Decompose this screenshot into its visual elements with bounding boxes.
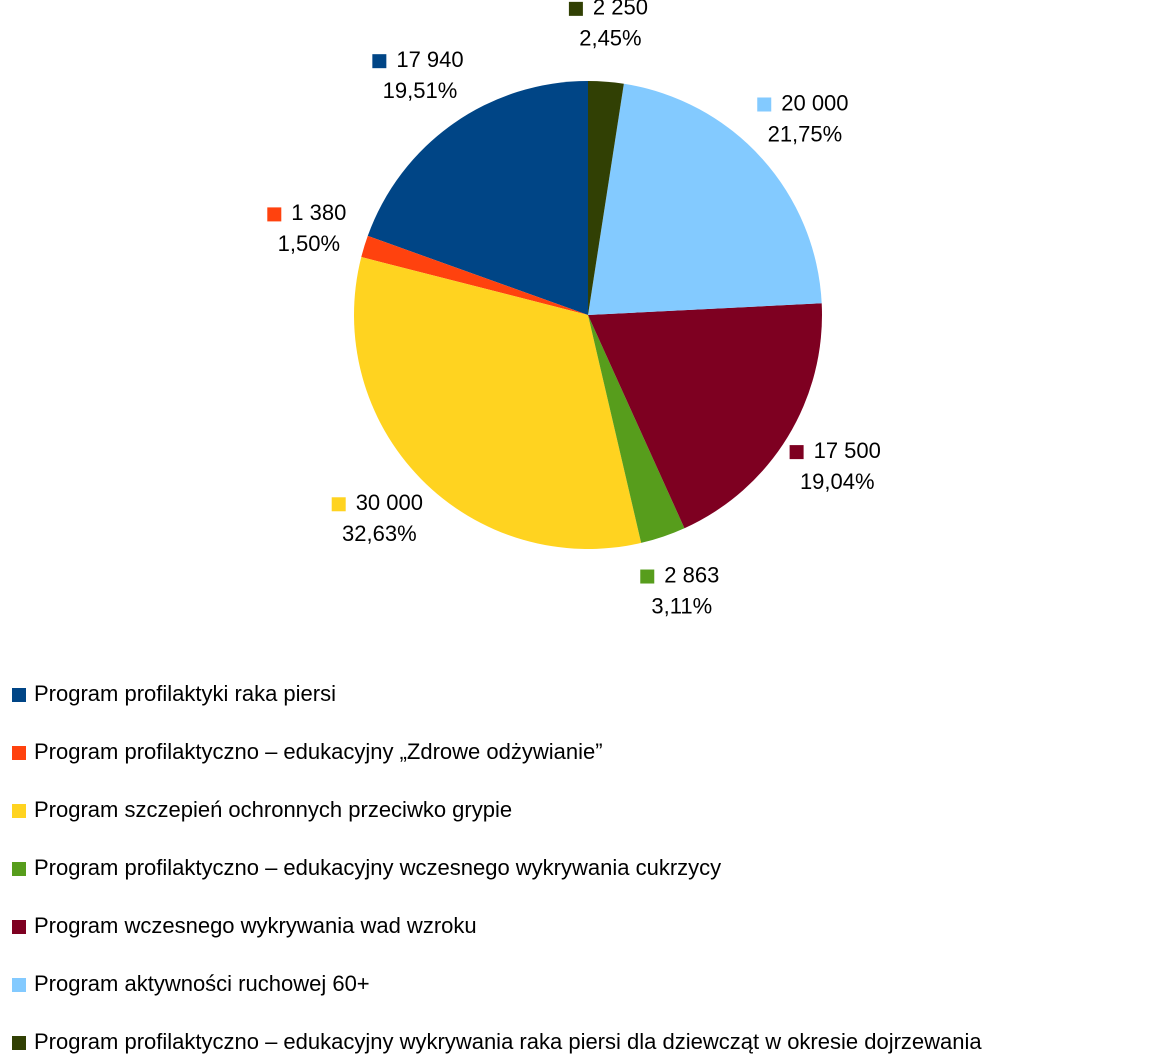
legend-label: Program szczepień ochronnych przeciwko g… [34, 797, 512, 822]
percent-label: 2,45% [579, 26, 641, 51]
pie-slice [361, 235, 588, 315]
label-marker [757, 97, 772, 112]
value-label: 17 500 [814, 438, 881, 463]
value-label: 17 940 [396, 47, 463, 72]
legend-marker [12, 746, 26, 760]
legend-label: Program profilaktyki raka piersi [34, 681, 336, 706]
label-marker [640, 569, 655, 584]
legend-label: Program profilaktyczno – edukacyjny wcze… [34, 855, 721, 880]
label-marker [267, 207, 282, 222]
value-label: 2 250 [593, 0, 648, 20]
percent-label: 21,75% [768, 121, 843, 146]
legend-marker [12, 920, 26, 934]
label-marker [331, 497, 346, 512]
legend-marker [12, 688, 26, 702]
legend-marker [12, 978, 26, 992]
pie-slice [588, 303, 822, 529]
legend-label: Program profilaktyczno – edukacyjny „Zdr… [34, 739, 603, 764]
percent-label: 32,63% [342, 521, 417, 546]
value-label: 2 863 [664, 562, 719, 587]
value-label: 30 000 [356, 490, 423, 515]
label-marker [789, 445, 804, 460]
label-marker [568, 1, 583, 16]
legend-marker [12, 804, 26, 818]
percent-label: 19,51% [383, 78, 458, 103]
label-marker [372, 54, 387, 69]
value-label: 1 380 [291, 200, 346, 225]
pie-slice [588, 315, 685, 543]
value-label: 20 000 [781, 90, 848, 115]
percent-label: 1,50% [278, 231, 340, 256]
percent-label: 19,04% [800, 469, 875, 494]
pie-slice [354, 257, 642, 549]
pie-slice [367, 81, 588, 315]
legend-marker [12, 862, 26, 876]
percent-label: 3,11% [651, 593, 712, 618]
legend-label: Program profilaktyczno – edukacyjny wykr… [34, 1029, 982, 1054]
pie-slice [588, 81, 624, 315]
pie-slice [588, 83, 822, 315]
legend-marker [12, 1036, 26, 1050]
legend-label: Program wczesnego wykrywania wad wzroku [34, 913, 477, 938]
legend-label: Program aktywności ruchowej 60+ [34, 971, 370, 996]
